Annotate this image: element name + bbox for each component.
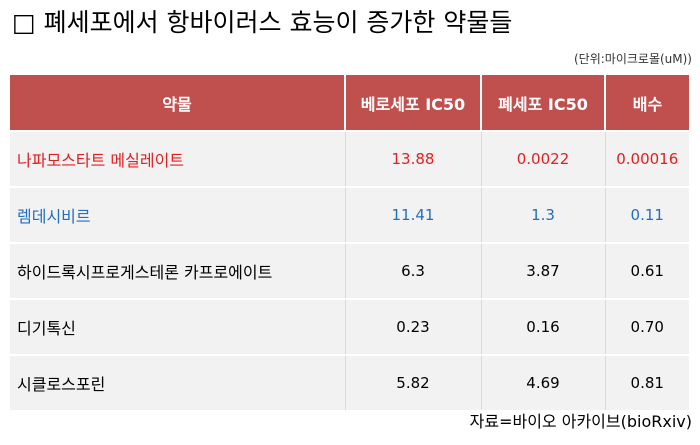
drug-name: 시클로스포린 (10, 354, 346, 410)
header-vero-ic50: 베로세포 IC50 (345, 75, 482, 131)
table-row: 시클로스포린 5.82 4.69 0.81 (10, 354, 689, 410)
table-row: 렘데시비르 11.41 1.3 0.11 (10, 186, 689, 243)
vero-ic50: 13.88 (345, 130, 482, 187)
header-lung-ic50: 폐세포 IC50 (481, 75, 606, 131)
vero-ic50: 5.82 (345, 354, 482, 410)
ratio: 0.11 (605, 186, 689, 243)
lung-ic50: 0.16 (481, 298, 606, 355)
table-row: 나파모스타트 메실레이트 13.88 0.0022 0.00016 (10, 130, 689, 187)
ratio: 0.00016 (605, 130, 689, 187)
ratio: 0.70 (605, 298, 689, 355)
vero-ic50: 6.3 (345, 242, 482, 299)
ratio: 0.81 (605, 354, 689, 410)
drug-table: 약물 베로세포 IC50 폐세포 IC50 배수 나파모스타트 메실레이트 13… (10, 75, 689, 410)
vero-ic50: 0.23 (345, 298, 482, 355)
ratio: 0.61 (605, 242, 689, 299)
drug-name: 나파모스타트 메실레이트 (10, 130, 346, 187)
table-row: 하이드록시프로게스테론 카프로에이트 6.3 3.87 0.61 (10, 242, 689, 299)
lung-ic50: 3.87 (481, 242, 606, 299)
drug-name: 디기톡신 (10, 298, 346, 355)
vero-ic50: 11.41 (345, 186, 482, 243)
lung-ic50: 1.3 (481, 186, 606, 243)
page-title: □ 폐세포에서 항바이러스 효능이 증가한 약물들 (12, 8, 513, 37)
unit-note: (단위:마이크로몰(uM)) (573, 52, 692, 66)
table-row: 디기톡신 0.23 0.16 0.70 (10, 298, 689, 355)
drug-name: 하이드록시프로게스테론 카프로에이트 (10, 242, 346, 299)
lung-ic50: 0.0022 (481, 130, 606, 187)
header-drug: 약물 (10, 75, 346, 131)
source-note: 자료=바이오 아카이브(bioRxiv) (469, 412, 692, 431)
table-header-row: 약물 베로세포 IC50 폐세포 IC50 배수 (10, 75, 689, 131)
lung-ic50: 4.69 (481, 354, 606, 410)
header-ratio: 배수 (605, 75, 689, 131)
drug-name: 렘데시비르 (10, 186, 346, 243)
